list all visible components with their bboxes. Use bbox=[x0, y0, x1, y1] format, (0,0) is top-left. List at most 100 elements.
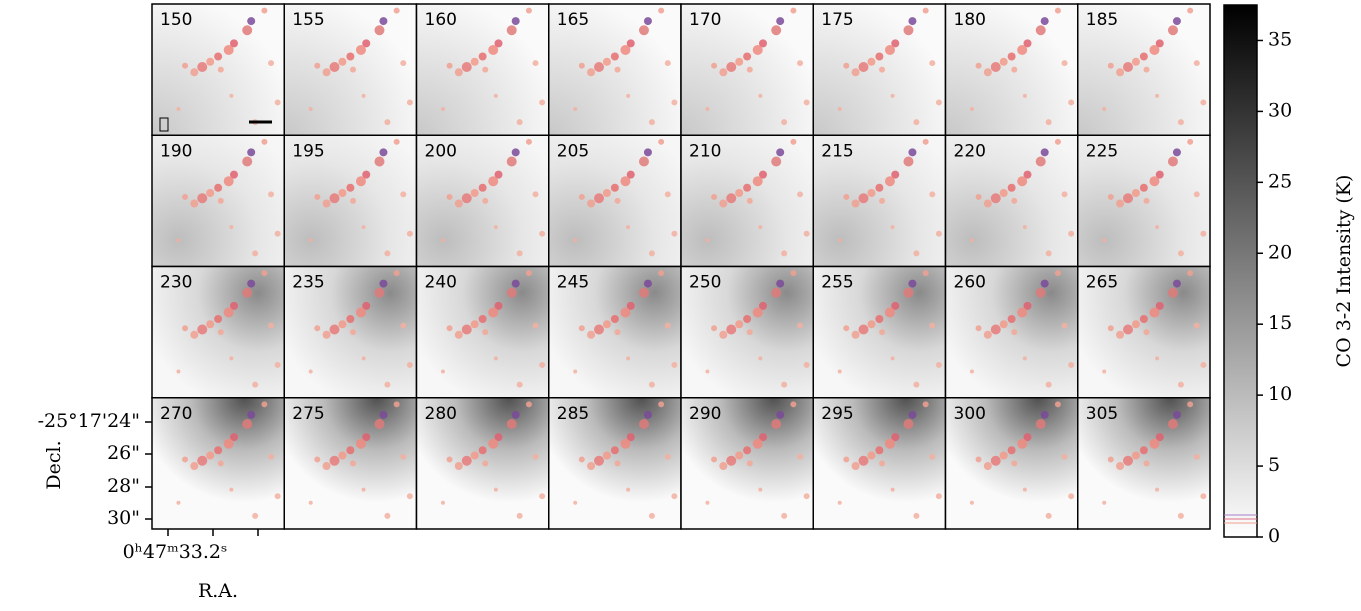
emission-contour bbox=[771, 287, 782, 298]
emission-contour bbox=[393, 7, 400, 14]
emission-contour bbox=[999, 57, 1008, 66]
emission-contour bbox=[719, 199, 728, 208]
emission-contour bbox=[790, 270, 797, 277]
emission-contour bbox=[308, 500, 313, 505]
emission-contour bbox=[1040, 279, 1049, 288]
emission-contour bbox=[1007, 446, 1016, 455]
emission-contour bbox=[1167, 287, 1178, 298]
emission-contour bbox=[1139, 52, 1148, 61]
emission-contour bbox=[843, 62, 850, 69]
emission-contour bbox=[711, 62, 718, 69]
emission-contour bbox=[525, 270, 532, 277]
emission-contour bbox=[1022, 225, 1027, 230]
dec-tick-label: 30" bbox=[107, 507, 140, 529]
emission-contour bbox=[638, 287, 649, 298]
emission-contour bbox=[1022, 93, 1027, 98]
emission-contour bbox=[705, 369, 710, 374]
emission-contour bbox=[446, 456, 453, 463]
emission-contour bbox=[1167, 419, 1178, 429]
emission-contour bbox=[379, 148, 388, 157]
beam-box bbox=[159, 117, 169, 132]
emission-contour bbox=[658, 7, 665, 14]
emission-contour bbox=[875, 315, 884, 323]
emission-contour bbox=[338, 189, 347, 197]
emission-contour bbox=[374, 156, 385, 167]
emission-contour bbox=[890, 225, 895, 230]
emission-contour bbox=[261, 401, 268, 408]
emission-contour bbox=[206, 320, 215, 329]
emission-contour bbox=[516, 250, 523, 257]
emission-contour bbox=[217, 329, 224, 336]
emission-contour bbox=[875, 446, 884, 455]
emission-contour bbox=[1022, 356, 1027, 361]
emission-contour bbox=[671, 361, 678, 368]
emission-contour bbox=[539, 99, 546, 106]
emission-contour bbox=[393, 401, 400, 408]
emission-contour bbox=[516, 381, 523, 388]
emission-contour bbox=[922, 270, 929, 277]
channel-label: 285 bbox=[557, 404, 589, 424]
emission-contour bbox=[884, 438, 895, 449]
emission-contour bbox=[247, 148, 256, 157]
channel-label: 200 bbox=[425, 141, 457, 161]
channel-panel: 265 bbox=[1077, 265, 1211, 399]
emission-contour bbox=[879, 460, 886, 467]
emission-contour bbox=[743, 446, 752, 455]
emission-contour bbox=[735, 451, 744, 460]
emission-contour bbox=[506, 156, 517, 167]
emission-contour bbox=[884, 307, 895, 318]
emission-contour bbox=[648, 119, 655, 126]
emission-contour bbox=[999, 451, 1008, 460]
emission-contour bbox=[1139, 446, 1148, 455]
emission-contour bbox=[362, 433, 371, 442]
emission-contour bbox=[329, 455, 340, 466]
emission-contour bbox=[223, 44, 234, 55]
emission-contour bbox=[752, 307, 763, 318]
emission-contour bbox=[758, 93, 763, 98]
emission-contour bbox=[322, 462, 331, 470]
emission-contour bbox=[726, 193, 737, 204]
emission-contour bbox=[539, 361, 546, 368]
emission-contour bbox=[229, 356, 234, 361]
emission-contour bbox=[929, 191, 936, 198]
emission-contour bbox=[790, 401, 797, 408]
emission-contour bbox=[525, 401, 532, 408]
emission-contour bbox=[1172, 148, 1181, 157]
emission-contour bbox=[223, 176, 234, 187]
emission-contour bbox=[274, 361, 281, 368]
emission-contour bbox=[903, 25, 914, 36]
emission-contour bbox=[771, 156, 782, 167]
emission-contour bbox=[314, 62, 321, 69]
channel-label: 180 bbox=[954, 10, 986, 30]
emission-contour bbox=[776, 279, 785, 288]
emission-contour bbox=[379, 279, 388, 288]
emission-contour bbox=[1172, 17, 1181, 26]
channel-panel: 290 bbox=[680, 397, 814, 530]
emission-contour bbox=[626, 356, 631, 361]
channel-label: 155 bbox=[292, 10, 324, 30]
emission-contour bbox=[797, 322, 804, 329]
emission-contour bbox=[891, 39, 900, 48]
emission-contour bbox=[578, 325, 585, 332]
channel-label: 225 bbox=[1086, 141, 1118, 161]
emission-contour bbox=[406, 361, 413, 368]
emission-contour bbox=[1116, 68, 1125, 77]
emission-contour bbox=[671, 230, 678, 237]
emission-contour bbox=[1102, 369, 1107, 374]
emission-contour bbox=[206, 57, 215, 66]
emission-contour bbox=[726, 324, 737, 335]
channel-panel: 305 bbox=[1077, 397, 1211, 530]
emission-contour bbox=[374, 287, 385, 298]
emission-contour bbox=[781, 250, 788, 257]
emission-contour bbox=[488, 438, 499, 449]
emission-contour bbox=[587, 330, 596, 339]
channel-label: 175 bbox=[821, 10, 853, 30]
emission-contour bbox=[223, 438, 234, 449]
emission-contour bbox=[587, 462, 596, 470]
emission-contour bbox=[1061, 191, 1068, 198]
emission-contour bbox=[858, 193, 869, 204]
emission-contour bbox=[470, 320, 479, 329]
emission-contour bbox=[781, 119, 788, 126]
channel-panel: 300 bbox=[944, 397, 1079, 530]
emission-contour bbox=[664, 453, 671, 460]
